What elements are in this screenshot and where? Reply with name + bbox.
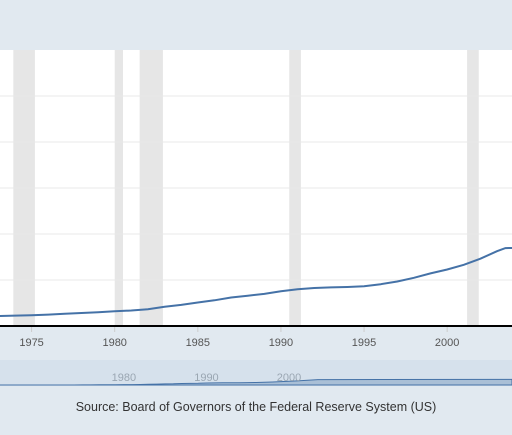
x-tick-label-1975: 1975 [19,337,43,349]
navigator-label-1990: 1990 [194,372,218,384]
series-line [0,247,512,317]
x-tick-label-1995: 1995 [352,337,376,349]
navigator-label-2000: 2000 [277,372,301,384]
x-tick-label-2000: 2000 [435,337,459,349]
line-chart [0,50,512,326]
x-axis: 1975 1980 1985 1990 1995 2000 [0,325,512,349]
x-axis-ticks: 1975 1980 1985 1990 1995 2000 [19,327,459,349]
source-note: Source: Board of Governors of the Federa… [75,400,437,414]
navigator-area [0,378,512,386]
x-tick-label-1980: 1980 [102,337,126,349]
x-tick-label-1985: 1985 [186,337,210,349]
x-tick-label-1990: 1990 [269,337,293,349]
range-navigator[interactable]: 1980 1990 2000 [0,360,512,386]
horizontal-gridlines [0,95,512,281]
navigator-label-1980: 1980 [112,372,136,384]
chart-panel [0,50,512,326]
navigator-labels: 1980 1990 2000 [112,372,302,384]
